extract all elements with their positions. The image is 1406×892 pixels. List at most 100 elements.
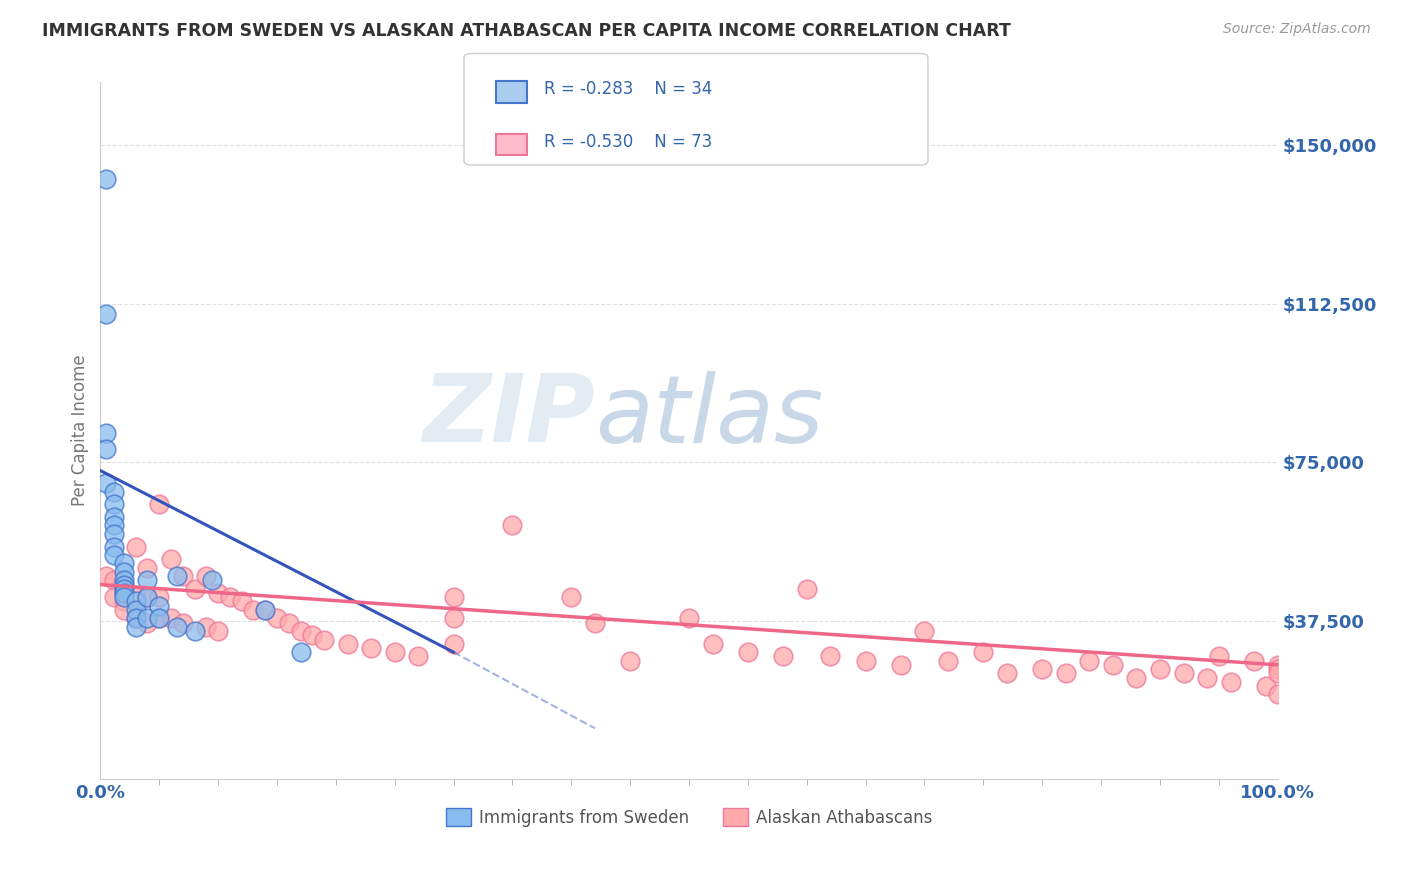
Text: R = -0.530    N = 73: R = -0.530 N = 73 [544, 133, 713, 151]
Point [290, 645, 312, 659]
Point [277, 615, 299, 630]
Point [336, 637, 359, 651]
Point [112, 565, 135, 579]
Point [112, 557, 135, 571]
Point [148, 611, 170, 625]
Point [112, 586, 135, 600]
Point [124, 620, 146, 634]
Point [103, 548, 125, 562]
Point [678, 611, 700, 625]
Point [796, 582, 818, 596]
Point [148, 599, 170, 613]
Point [112, 603, 135, 617]
Point [96, 569, 118, 583]
Point [183, 582, 205, 596]
Point [855, 654, 877, 668]
Point [96, 172, 118, 186]
Point [254, 603, 277, 617]
Point [103, 497, 125, 511]
Point [124, 591, 146, 605]
Point [160, 552, 183, 566]
Point [112, 586, 135, 600]
Point [1254, 679, 1277, 693]
Point [242, 603, 264, 617]
Point [1267, 688, 1289, 702]
Point [124, 611, 146, 625]
Text: R = -0.283    N = 34: R = -0.283 N = 34 [544, 80, 713, 98]
Point [914, 624, 936, 638]
Point [583, 615, 606, 630]
Point [112, 574, 135, 588]
Point [995, 666, 1018, 681]
Point [136, 591, 159, 605]
Point [207, 586, 229, 600]
Point [103, 574, 125, 588]
Point [136, 615, 159, 630]
Point [1267, 657, 1289, 672]
Point [290, 624, 312, 638]
Point [148, 591, 170, 605]
Point [266, 611, 288, 625]
Point [1102, 657, 1125, 672]
Point [166, 569, 188, 583]
Point [124, 603, 146, 617]
Point [1243, 654, 1265, 668]
Point [1208, 649, 1230, 664]
Text: IMMIGRANTS FROM SWEDEN VS ALASKAN ATHABASCAN PER CAPITA INCOME CORRELATION CHART: IMMIGRANTS FROM SWEDEN VS ALASKAN ATHABA… [42, 22, 1011, 40]
Legend: Immigrants from Sweden, Alaskan Athabascans: Immigrants from Sweden, Alaskan Athabasc… [439, 802, 939, 833]
Point [254, 603, 277, 617]
Point [301, 628, 323, 642]
Point [772, 649, 794, 664]
Point [172, 615, 194, 630]
Point [702, 637, 724, 651]
Point [1078, 654, 1101, 668]
Point [103, 527, 125, 541]
Point [195, 620, 218, 634]
Point [136, 611, 159, 625]
Point [1173, 666, 1195, 681]
Point [890, 657, 912, 672]
Point [443, 591, 465, 605]
Point [124, 611, 146, 625]
Point [936, 654, 959, 668]
Point [231, 594, 253, 608]
Point [1149, 662, 1171, 676]
Point [1125, 671, 1147, 685]
Text: atlas: atlas [595, 371, 823, 462]
Point [360, 640, 382, 655]
Point [112, 577, 135, 591]
Point [1219, 674, 1241, 689]
Point [406, 649, 429, 664]
Point [207, 624, 229, 638]
Point [96, 442, 118, 457]
Point [443, 611, 465, 625]
Point [136, 591, 159, 605]
Point [124, 540, 146, 554]
Point [195, 569, 218, 583]
Point [201, 574, 224, 588]
Point [1197, 671, 1219, 685]
Point [148, 497, 170, 511]
Point [560, 591, 582, 605]
Point [737, 645, 759, 659]
Point [112, 582, 135, 596]
Text: ZIP: ZIP [422, 370, 595, 462]
Point [103, 484, 125, 499]
Point [112, 591, 135, 605]
Point [166, 620, 188, 634]
Point [124, 594, 146, 608]
Point [112, 577, 135, 591]
Point [103, 518, 125, 533]
Point [1267, 666, 1289, 681]
Point [103, 540, 125, 554]
Point [148, 611, 170, 625]
Point [183, 624, 205, 638]
Text: Source: ZipAtlas.com: Source: ZipAtlas.com [1223, 22, 1371, 37]
Point [1267, 662, 1289, 676]
Point [136, 560, 159, 574]
Point [96, 425, 118, 440]
Point [443, 637, 465, 651]
Point [312, 632, 335, 647]
Point [1031, 662, 1053, 676]
Point [96, 476, 118, 491]
